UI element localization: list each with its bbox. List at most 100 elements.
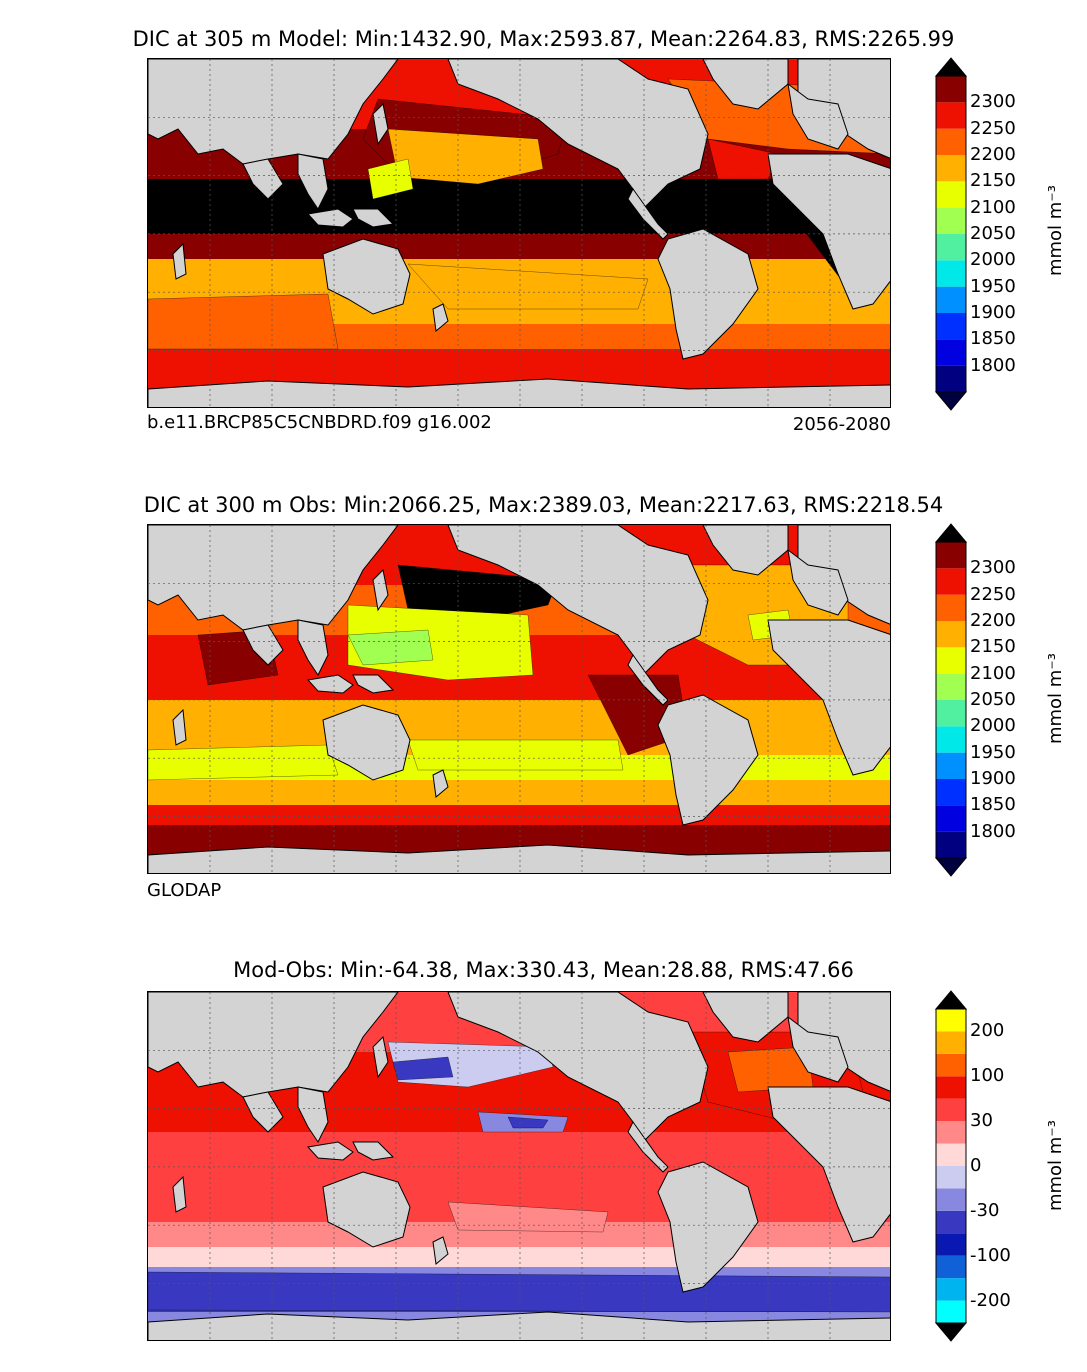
colorbar-diff-tick: -200 [970,1289,1011,1311]
colorbar-diff-extend-low [934,1322,968,1342]
colorbar-model-tick: 2300 [970,91,1016,113]
colorbar-model-swatch [936,207,966,234]
colorbar-model-frame [935,75,967,393]
colorbar-model-tick: 2050 [970,223,1016,244]
map-diff-land [372,1035,389,1079]
colorbar-diff-tick: -30 [970,1199,1000,1221]
colorbar-model [934,57,968,411]
map-obs-land [767,619,890,776]
colorbar-diff-swatch [936,1009,966,1032]
colorbar-obs-tick: 2050 [970,689,1016,710]
map-diff [147,991,891,1341]
map-diff-zonal-band [148,1247,890,1267]
map-obs-land [172,708,187,746]
map-obs-land [627,654,669,706]
map-obs-contour-region [148,744,339,781]
map-model-land [657,228,759,360]
colorbar-obs [934,523,968,877]
map-diff-svg [148,992,890,1340]
colorbar-model-tick: 1800 [970,354,1016,376]
footer-case-name: b.e11.BRCP85C5CNBDRD.f09 g16.002 [147,412,492,433]
colorbar-model-tick: 2100 [970,196,1016,218]
colorbar-model-swatch [936,313,966,340]
colorbar-obs-frame [935,541,967,859]
map-diff-land [787,1015,849,1083]
map-obs-land [657,694,759,826]
colorbar-obs-swatch [936,752,966,779]
colorbar-diff-unit: mmol m⁻³ [1045,1119,1067,1212]
map-obs-zonal-band [148,805,890,825]
panel-title-model: DIC at 305 m Model: Min:1432.90, Max:259… [132,27,955,51]
map-model-land [787,82,849,150]
colorbar-model-swatch [936,155,966,182]
map-diff-land [242,1091,284,1133]
colorbar-diff-tick: -100 [970,1244,1011,1266]
colorbar-diff-swatch [936,1076,966,1099]
colorbar-obs-swatch [936,700,966,727]
colorbar-obs-tick: 2150 [970,636,1016,658]
map-model-land [307,208,395,228]
map-obs-land [702,525,789,576]
colorbar-obs-swatch [936,621,966,648]
map-diff-contour-region [447,1201,609,1233]
map-diff-land [172,1175,187,1213]
colorbar-obs-tick: 2300 [970,557,1016,579]
colorbar-obs-tick: 1800 [970,820,1016,842]
map-model-land [372,102,389,146]
colorbar-diff-swatch [936,1053,966,1077]
colorbar-obs-extend-low [934,857,968,877]
colorbar-obs-tick: 2250 [970,583,1016,605]
colorbar-obs-swatch [936,831,966,858]
colorbar-model-unit: mmol m⁻³ [1045,184,1067,277]
colorbar-diff-swatch [936,1233,966,1256]
colorbar-diff-frame [935,1008,967,1324]
map-model-land [148,378,890,407]
colorbar-model-swatch [936,260,966,287]
colorbar-obs-swatch [936,726,966,753]
map-model-zonal-band [148,234,890,259]
colorbar-obs-tick: 2100 [970,662,1016,684]
map-obs-land [432,769,449,798]
map-model-contour-region [367,158,414,200]
colorbar-obs-unit: mmol m⁻³ [1045,652,1067,745]
colorbar-model-swatch [936,76,966,103]
colorbar-model-swatch [936,181,966,208]
colorbar-model-swatch [936,365,966,392]
footer-source: GLODAP [147,880,222,901]
colorbar-obs-swatch [936,779,966,806]
colorbar-model-tick: 2000 [970,249,1016,271]
map-model-land [702,59,789,110]
map-obs-contour-region [407,739,624,771]
colorbar-obs-swatch [936,594,966,621]
colorbar-diff-extend-high [934,990,968,1010]
colorbar-diff-tick: 30 [970,1110,993,1132]
map-model [147,58,891,408]
footer-period: 2056-2080 [792,414,891,435]
panel-title-obs: DIC at 300 m Obs: Min:2066.25, Max:2389.… [143,493,944,517]
colorbar-diff-tick: 0 [970,1155,982,1176]
colorbar-diff [934,990,968,1342]
colorbar-obs-swatch [936,568,966,595]
colorbar-model-extend-high [934,57,968,77]
colorbar-model-tick: 1850 [970,328,1016,350]
map-model-land [627,188,669,240]
colorbar-obs-swatch [936,805,966,832]
colorbar-diff-tick: 100 [970,1065,1005,1087]
colorbar-obs-tick: 1900 [970,768,1016,789]
colorbar-model-tick: 2200 [970,144,1016,165]
map-diff-land [702,992,789,1043]
colorbar-diff-swatch [936,1143,966,1166]
colorbar-obs-extend-high [934,523,968,543]
map-obs [147,524,891,874]
map-obs-land [307,674,395,694]
panel-title-diff: Mod-Obs: Min:-64.38, Max:330.43, Mean:28… [233,958,854,982]
map-obs-land [148,844,890,873]
colorbar-diff-swatch [936,1210,966,1234]
colorbar-model-tick: 1950 [970,275,1016,297]
map-diff-land [307,1141,395,1161]
map-obs-land [242,624,284,666]
colorbar-model-extend-low [934,391,968,411]
map-diff-land [297,1086,329,1143]
map-diff-contour-region [148,1271,890,1313]
colorbar-diff-swatch [936,1121,966,1144]
